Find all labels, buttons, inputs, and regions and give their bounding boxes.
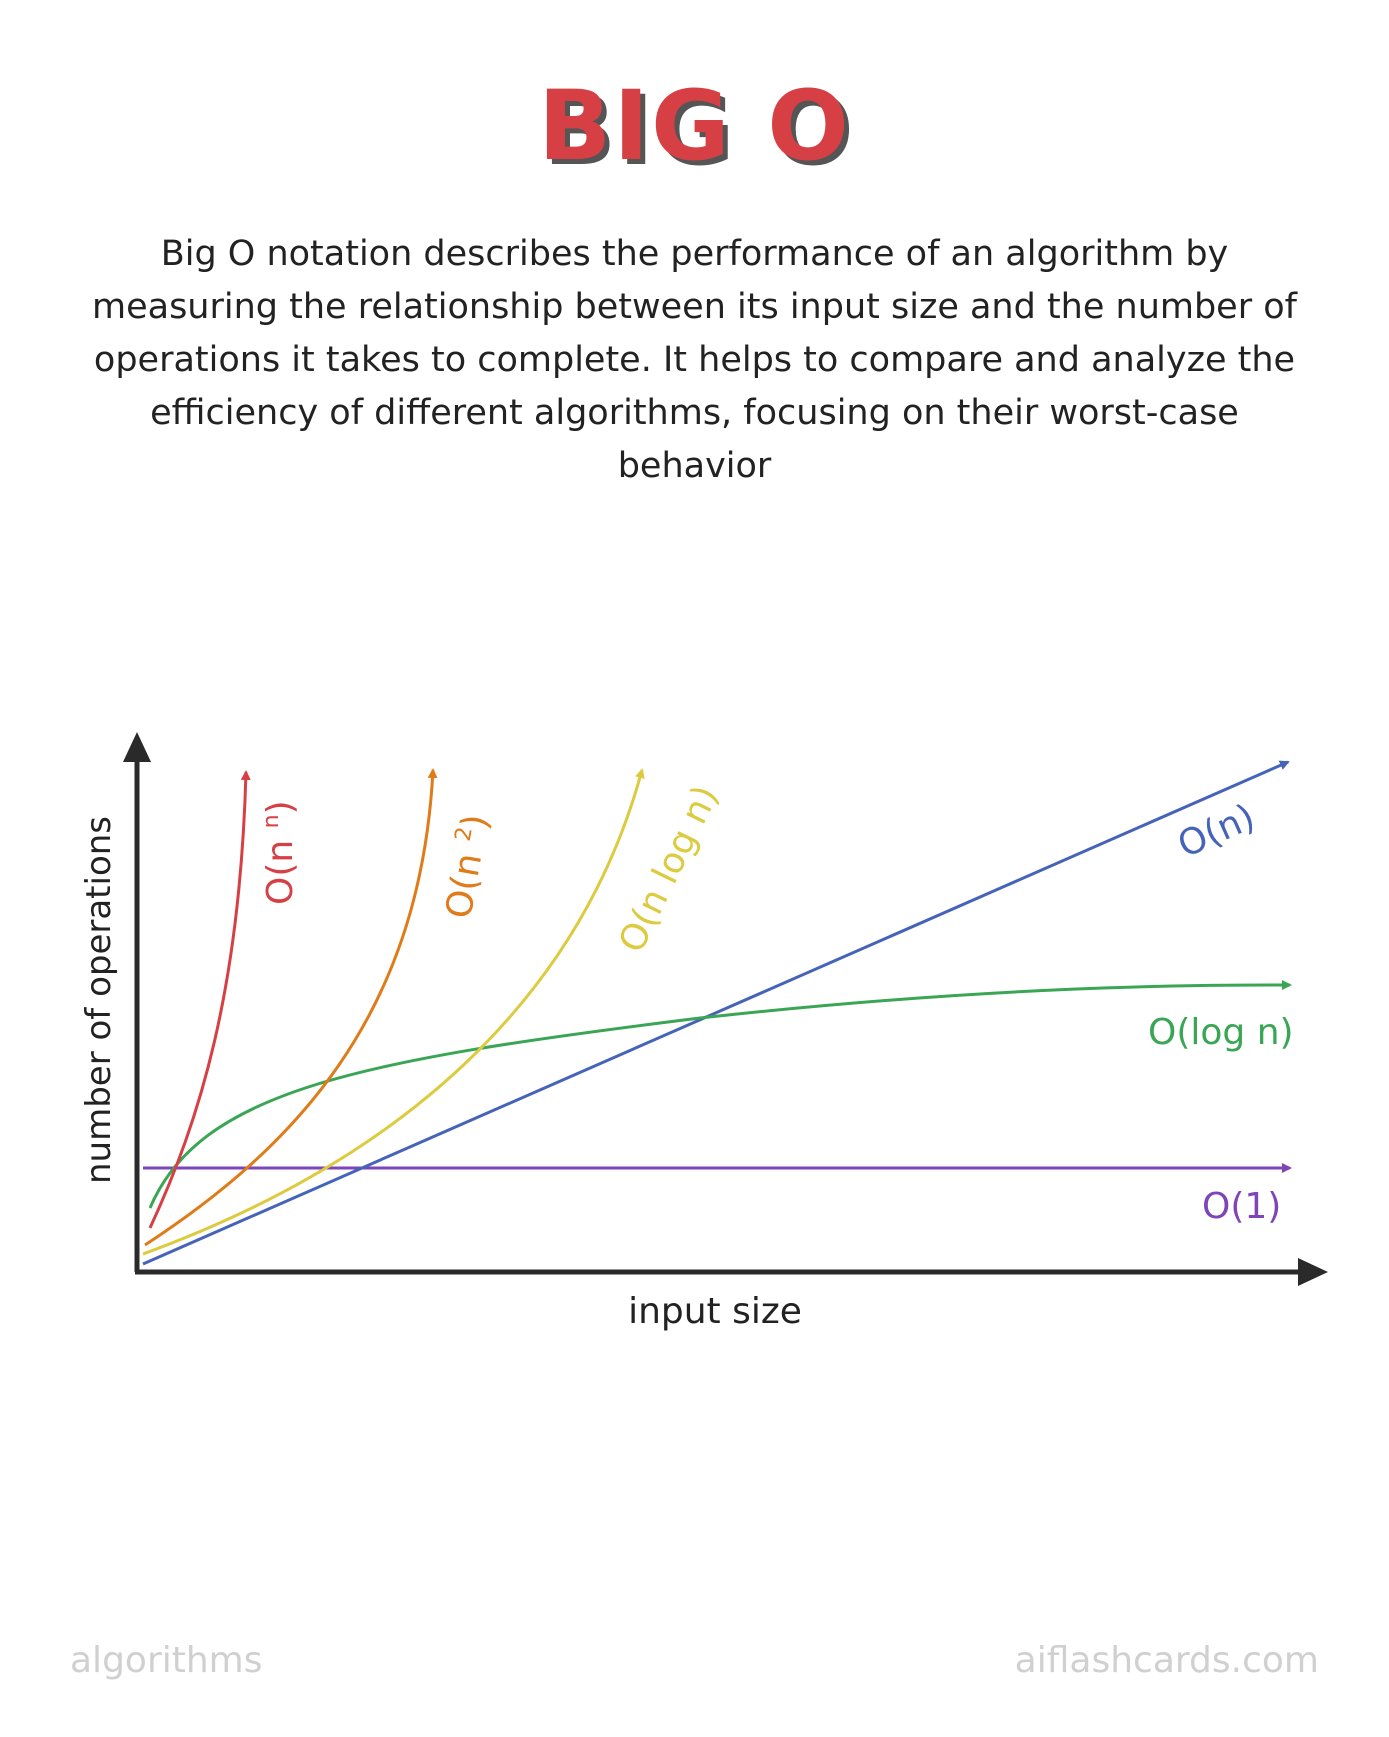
footer-topic: algorithms — [70, 1640, 263, 1681]
description-text: Big O notation describes the performance… — [92, 234, 1297, 486]
curves — [142, 760, 1292, 1266]
curve-o-n — [142, 760, 1290, 1266]
footer-site: aiflashcards.com — [1014, 1640, 1319, 1681]
x-axis-arrowhead — [1298, 1258, 1328, 1286]
label-o-1: O(1) — [1202, 1186, 1281, 1227]
label-o-nn: O(n n) — [259, 800, 301, 905]
x-axis-label: input size — [628, 1291, 802, 1332]
curve-o-nlogn — [142, 768, 645, 1256]
curve-o-n2 — [144, 768, 438, 1247]
curve-labels: O(n n) O(n 2) O(n log n) O(n) O(log n) O… — [259, 779, 1294, 1227]
y-axis-label: number of operations — [79, 816, 119, 1184]
label-o-n2: O(n 2) — [438, 811, 498, 921]
label-o-logn: O(log n) — [1148, 1012, 1294, 1053]
axes — [123, 732, 1328, 1286]
curve-o-logn — [148, 980, 1292, 1209]
label-o-nlogn: O(n log n) — [611, 779, 727, 959]
y-axis-arrowhead — [123, 732, 151, 762]
curve-o-nn — [148, 770, 251, 1229]
page-title: BIG O — [538, 70, 851, 182]
